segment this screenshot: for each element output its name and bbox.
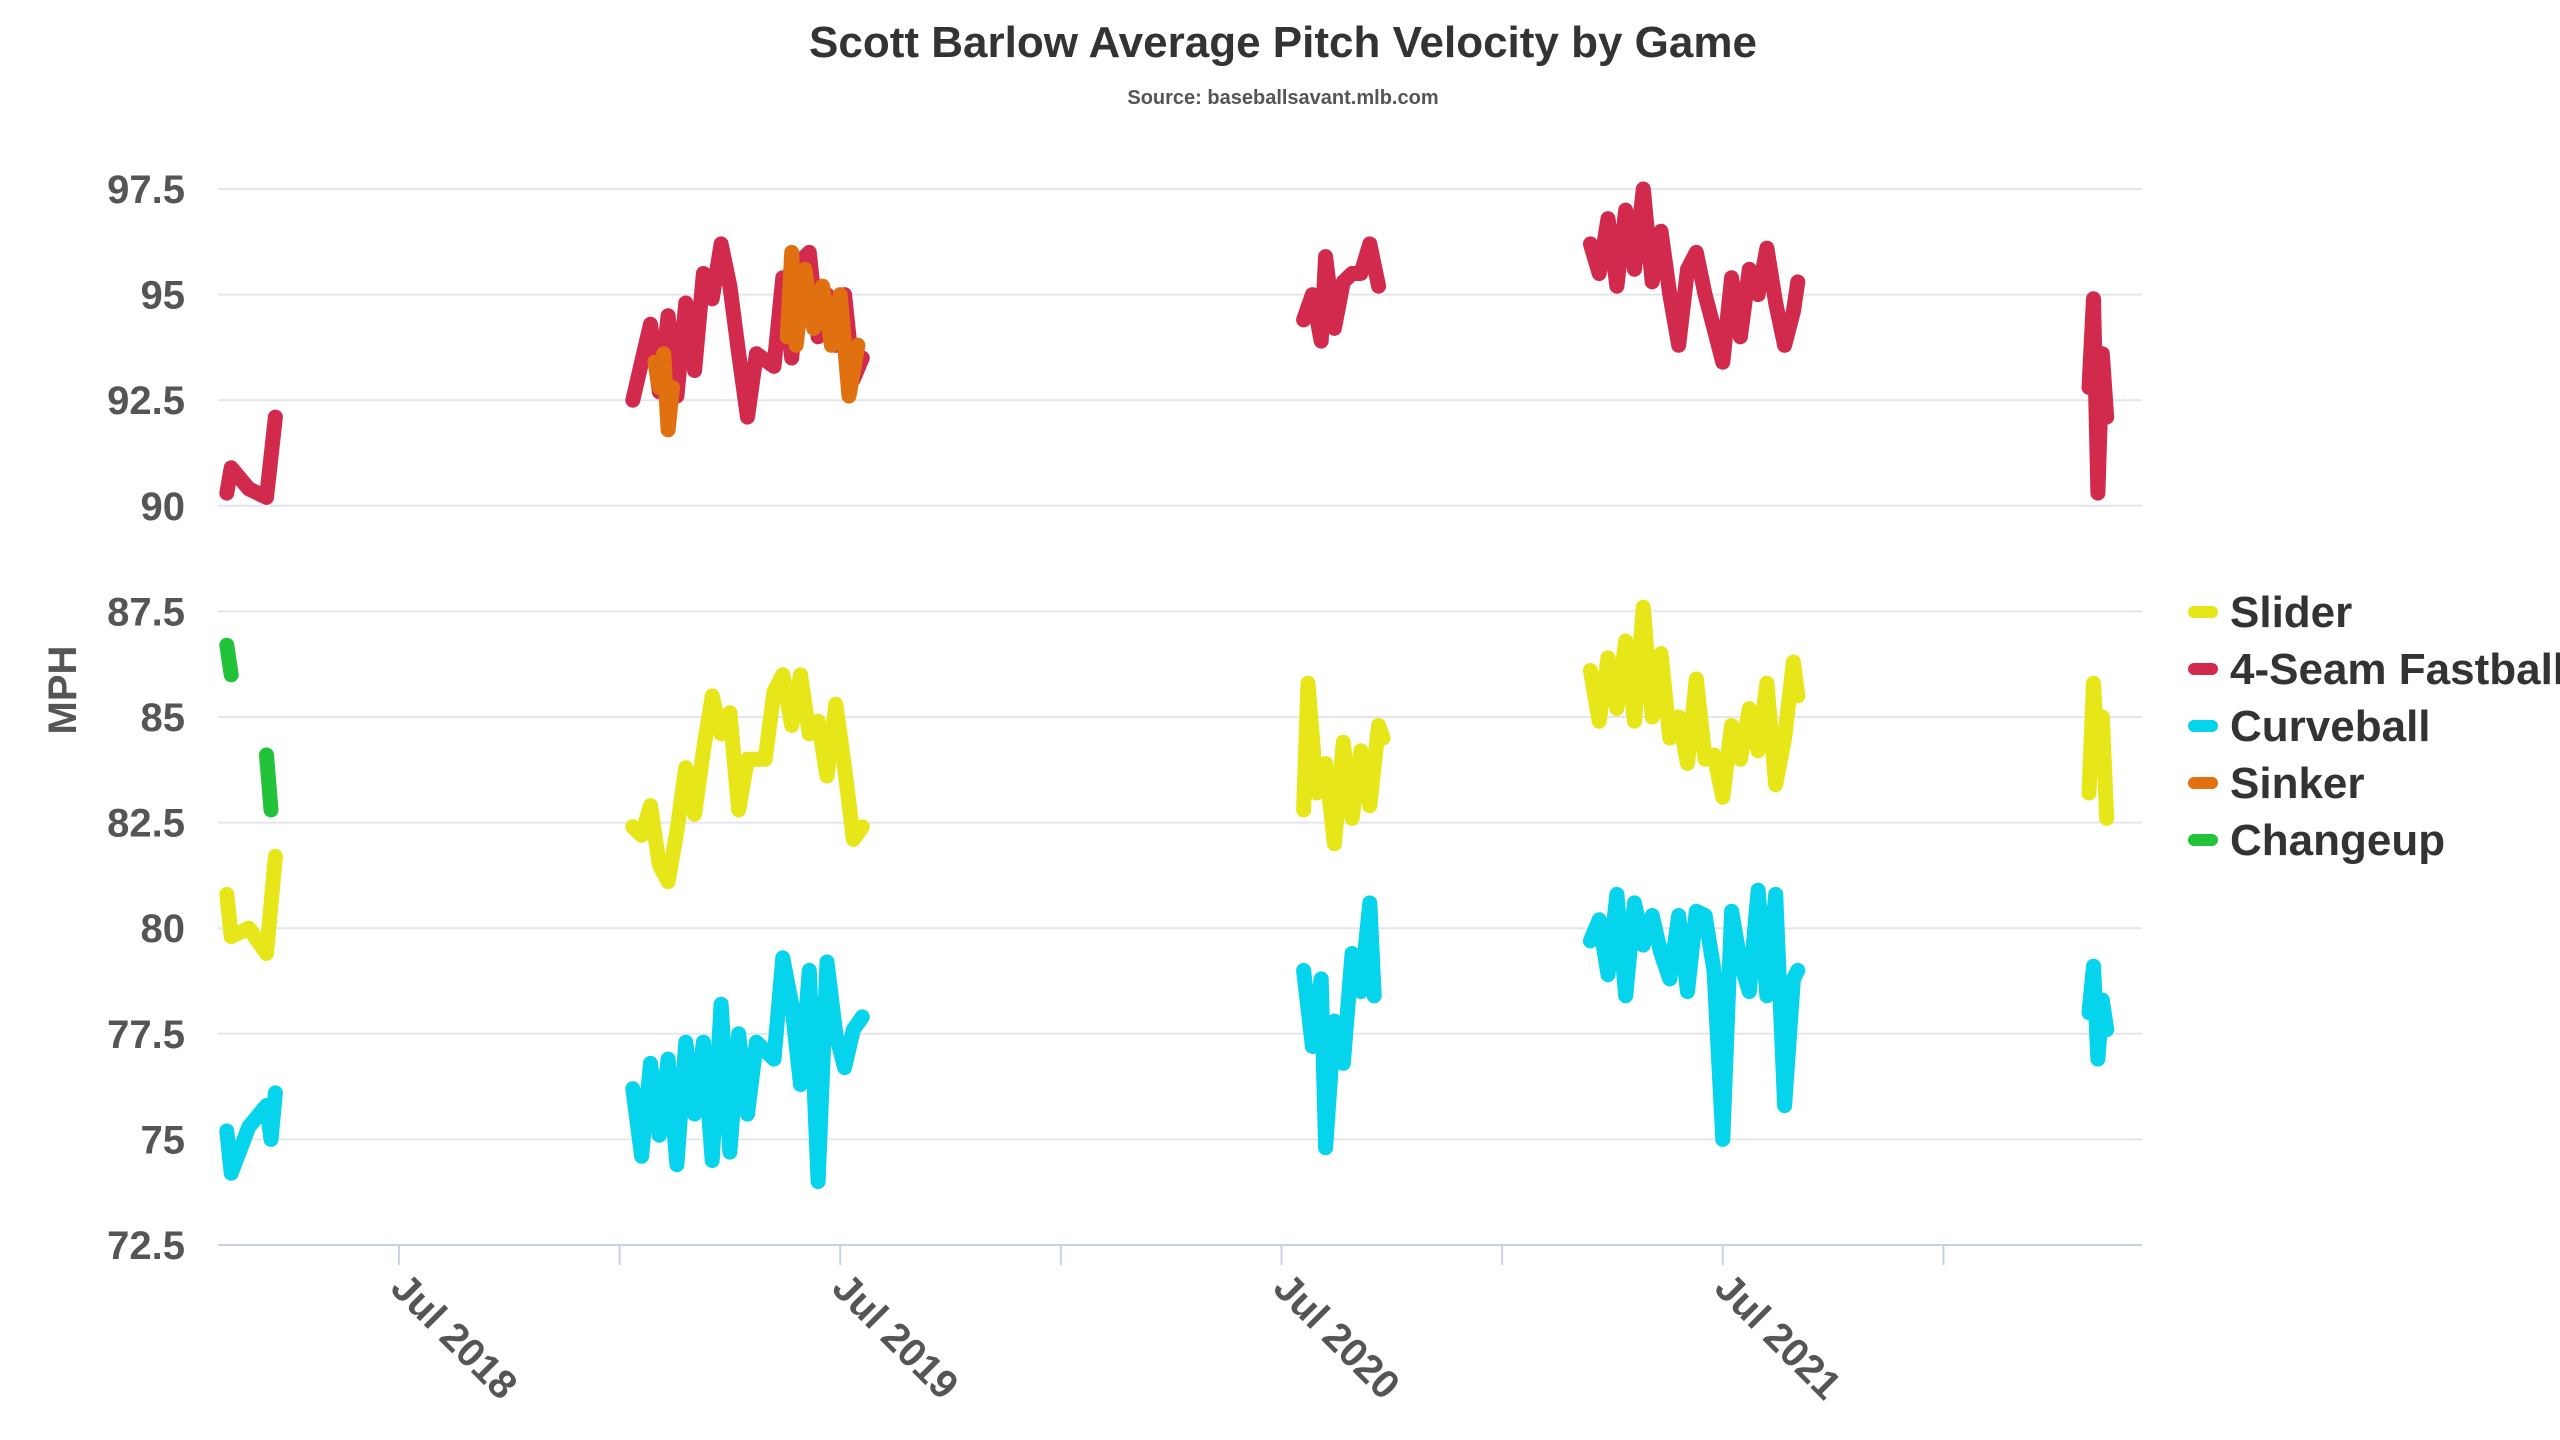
series-changeup [219,637,279,818]
series-4-seam-fastball [219,181,2115,505]
series-line [219,409,283,505]
y-tick-label: 90 [141,485,186,529]
legend-item[interactable]: Curveball [2188,702,2431,751]
series-sinker [647,244,866,438]
legend-swatch [2188,606,2218,618]
series-line [259,747,279,818]
y-tick-label: 97.5 [107,168,185,212]
legend-label: Slider [2230,588,2352,637]
x-tick-label: Jul 2018 [383,1265,526,1408]
legend-label: Curveball [2230,702,2431,751]
chart-subtitle: Source: baseballsavant.mlb.com [1127,87,1438,109]
series-line [1296,895,1382,1156]
y-tick-label: 82.5 [107,802,185,846]
legend-item[interactable]: 4-Seam Fastball [2188,645,2560,694]
grid-lines [218,188,2142,1141]
x-tick-label: Jul 2021 [1706,1265,1849,1408]
plot-area [219,181,2115,1190]
y-tick-label: 75 [141,1118,186,1162]
x-tick-label: Jul 2019 [824,1265,967,1408]
series-line [1296,236,1387,349]
y-tick-label: 77.5 [107,1013,185,1057]
y-tick-label: 95 [141,274,186,318]
series-line [647,346,680,438]
legend: Slider 4-Seam Fastball Curveball Sinker Chan… [2188,588,2560,865]
series-line [219,637,239,683]
legend-swatch [2188,720,2218,732]
y-tick-label: 92.5 [107,379,185,423]
y-tick-label: 85 [141,696,186,740]
series-slider [219,599,2115,961]
x-axis-ticks: Jul 2018 Jul 2019 Jul 2020 Jul 2021 [383,1245,1945,1408]
series-curveball [219,882,2115,1190]
series-line [2081,675,2115,826]
series-line [1582,181,1806,370]
legend-item[interactable]: Changeup [2188,816,2445,865]
series-line [219,1085,283,1181]
series-line [2081,291,2115,501]
legend-label: Sinker [2230,759,2365,808]
legend-swatch [2188,834,2218,846]
series-line [625,667,870,890]
series-line [779,244,866,404]
series-line [1582,599,1806,805]
y-tick-label: 87.5 [107,590,185,634]
legend-swatch [2188,777,2218,789]
series-line [2081,958,2115,1067]
series-line [1296,675,1391,852]
legend-label: 4-Seam Fastball [2230,645,2560,694]
y-axis-ticks: 72.5 75 77.5 80 82.5 85 87.5 90 92.5 95 97.5 [107,168,185,1268]
series-line [1582,882,1806,1147]
chart-title: Scott Barlow Average Pitch Velocity by G… [809,18,1757,67]
y-axis-label: MPH [41,646,85,735]
y-tick-label: 80 [141,907,186,951]
legend-item[interactable]: Slider [2188,588,2352,637]
series-line [625,950,870,1190]
legend-item[interactable]: Sinker [2188,759,2365,808]
y-tick-label: 72.5 [107,1224,185,1268]
legend-label: Changeup [2230,816,2445,865]
legend-swatch [2188,663,2218,675]
x-tick-label: Jul 2020 [1265,1265,1408,1408]
series-line [219,848,283,961]
